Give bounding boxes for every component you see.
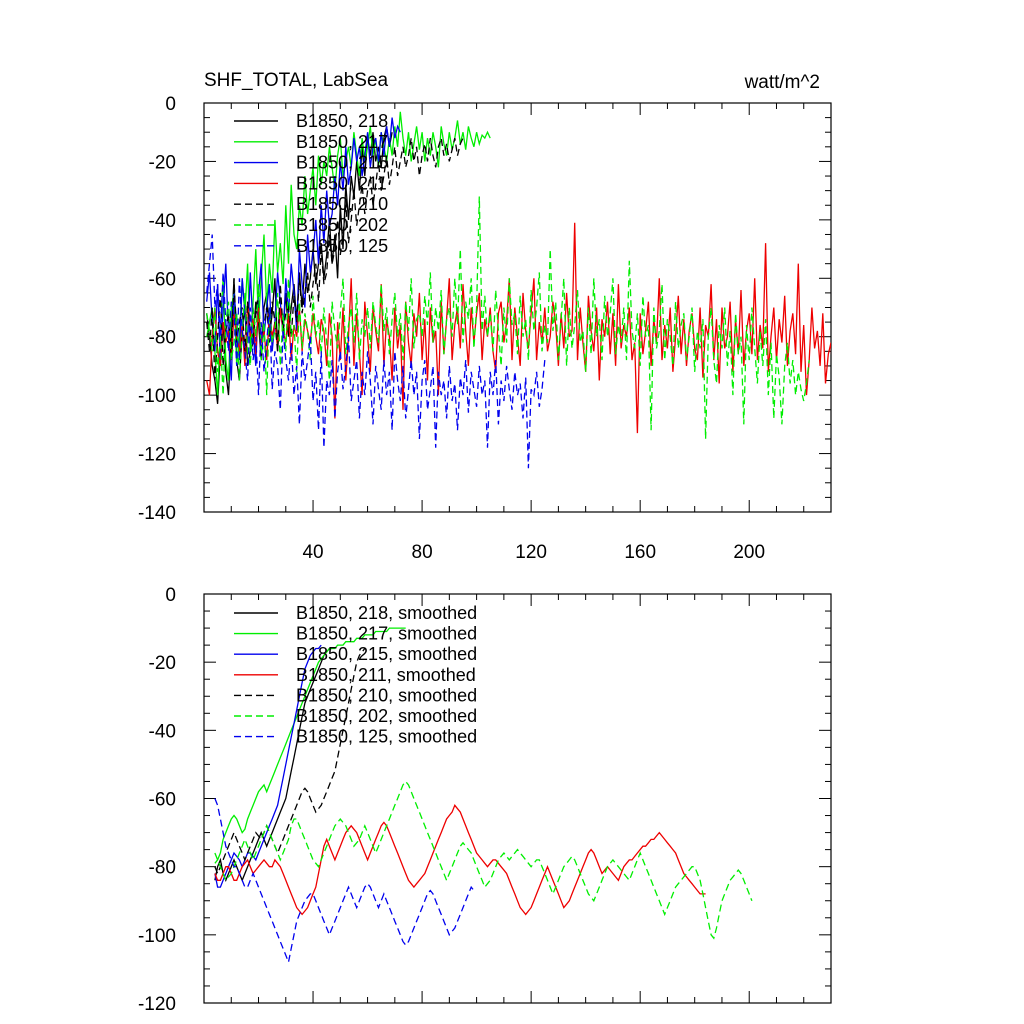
x-tick-label: 120: [515, 542, 547, 563]
y-tick-label: -20: [149, 152, 176, 173]
series-line: [214, 627, 406, 864]
series-line: [206, 196, 810, 440]
x-tick-label: 80: [412, 542, 433, 563]
y-tick-label: 0: [165, 585, 176, 606]
legend-label: B1850, 218: [296, 111, 388, 131]
top-panel: 0 -20 -40 -60 -80 -100 -120 -140 40 80 120 160 200 B1…: [138, 94, 832, 563]
y-tick-label: -120: [138, 994, 176, 1015]
y-tick-label: -60: [149, 269, 176, 290]
x-tick-label: 160: [624, 542, 656, 563]
units-label: watt/m^2: [744, 72, 820, 93]
y-tick-label: -20: [149, 653, 176, 674]
series-line: [206, 137, 464, 381]
bottom-panel: 0 -20 -40 -60 -80 -100 -120 B1850, 218, smoothe…: [138, 585, 832, 1015]
legend-label: B1850, 217: [296, 132, 388, 152]
legend-label: B1850, 202: [296, 215, 388, 235]
y-tick-label: -100: [138, 386, 176, 407]
series-line: [214, 798, 475, 965]
series-line: [206, 111, 491, 396]
y-tick-label: -140: [138, 503, 176, 524]
y-tick-label: -40: [149, 211, 176, 232]
legend-label: B1850, 210: [296, 194, 388, 214]
y-tick-label: 0: [165, 94, 176, 115]
x-tick-label: 200: [733, 542, 765, 563]
series-line: [214, 804, 706, 916]
y-tick-label: -80: [149, 858, 176, 879]
series-line: [206, 234, 546, 469]
legend-label: B1850, 217, smoothed: [296, 624, 477, 644]
series-line: [214, 780, 753, 940]
series-line: [206, 117, 401, 381]
y-tick-label: -120: [138, 445, 176, 466]
legend-label: B1850, 215, smoothed: [296, 644, 477, 664]
legend-label: B1850, 211, smoothed: [296, 665, 476, 685]
y-tick-label: -80: [149, 328, 176, 349]
x-tick-label: 40: [302, 542, 323, 563]
legend-label: B1850, 202, smoothed: [296, 706, 477, 726]
series-line: [214, 648, 366, 876]
legend-label: B1850, 218, smoothed: [296, 603, 477, 623]
y-tick-label: -100: [138, 926, 176, 947]
legend-label: B1850, 125: [296, 236, 388, 256]
chart-title: SHF_TOTAL, LabSea: [204, 70, 389, 91]
legend-label: B1850, 210, smoothed: [296, 685, 477, 705]
y-tick-label: -60: [149, 790, 176, 811]
legend-label: B1850, 125, smoothed: [296, 727, 477, 747]
series-line: [214, 647, 333, 883]
legend-label: B1850, 215: [296, 153, 388, 173]
y-tick-label: -40: [149, 721, 176, 742]
legend-label: B1850, 211: [296, 173, 387, 193]
